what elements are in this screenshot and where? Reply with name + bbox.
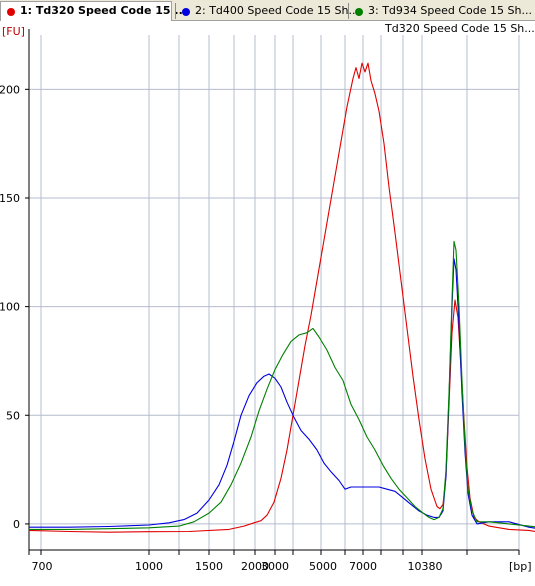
tab-sample-3[interactable]: 3: Td934 Speed Code 15 Sh...	[349, 2, 535, 21]
sample-color-dot-icon	[182, 8, 190, 16]
tab-sample-1[interactable]: 1: Td320 Speed Code 15 ...	[0, 1, 187, 21]
y-tick-label: 200	[0, 83, 20, 96]
sample-subtitle: Td320 Speed Code 15 Sh...	[385, 22, 535, 35]
series-line-3	[29, 240, 535, 530]
y-tick-label: 0	[13, 518, 20, 531]
y-axis-label: [FU]	[2, 25, 25, 38]
x-axis-label: [bp]	[509, 560, 532, 573]
y-tick-label: 50	[6, 409, 20, 422]
sample-color-dot-icon	[7, 8, 15, 16]
x-tick-label: 2000	[241, 560, 269, 573]
tab-label: 2: Td400 Speed Code 15 Sh...	[195, 4, 359, 17]
x-tick-label: 1000	[135, 560, 163, 573]
tab-separator	[175, 3, 176, 19]
x-tick-label: 700	[32, 560, 53, 573]
tab-sample-2[interactable]: 2: Td400 Speed Code 15 Sh...	[176, 2, 359, 21]
x-tick-label: 3000	[261, 560, 289, 573]
x-tick-label: 7000	[349, 560, 377, 573]
x-tick-label: 1500	[195, 560, 223, 573]
series-line-2	[29, 258, 535, 529]
tab-label: 3: Td934 Speed Code 15 Sh...	[368, 4, 532, 17]
y-tick-label: 150	[0, 192, 20, 205]
tab-label: 1: Td320 Speed Code 15 ...	[20, 4, 187, 17]
tab-separator	[348, 3, 349, 19]
y-tick-label: 100	[0, 301, 20, 314]
sample-tab-bar: 1: Td320 Speed Code 15 ... 2: Td400 Spee…	[0, 0, 535, 21]
x-tick-label: 10380	[408, 560, 443, 573]
x-tick-label: 5000	[309, 560, 337, 573]
sample-color-dot-icon	[355, 8, 363, 16]
